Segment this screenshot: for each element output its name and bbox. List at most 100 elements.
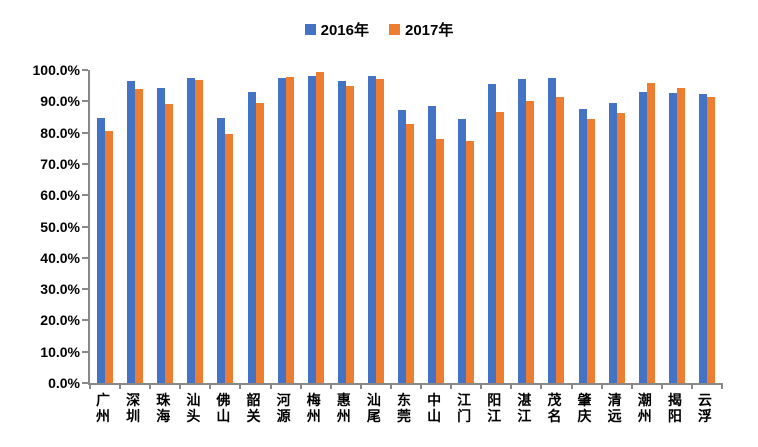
bar-group-珠海	[150, 70, 180, 383]
bar-2017年-云浮	[706, 96, 715, 383]
bar-group-汕尾	[361, 70, 391, 383]
bar-2016年-珠海	[157, 87, 166, 383]
x-axis-label-阳江: 阳江	[487, 392, 502, 424]
y-tick-label: 90.0%	[40, 93, 80, 110]
bar-2016年-揭阳	[668, 93, 677, 383]
x-axis-label-中山: 中山	[427, 392, 442, 424]
bar-group-梅州	[301, 70, 331, 383]
bar-2016年-潮州	[638, 92, 647, 383]
y-tick-mark	[82, 225, 88, 228]
x-axis-label-云浮: 云浮	[697, 392, 712, 424]
legend-label: 2016年	[320, 22, 369, 39]
bar-2016年-深圳	[127, 80, 136, 383]
bar-group-河源	[271, 70, 301, 383]
x-tick-mark	[299, 383, 302, 389]
y-tick-label: 10.0%	[40, 343, 80, 360]
bar-2016年-肇庆	[578, 109, 587, 383]
bar-2016年-江门	[458, 118, 467, 383]
x-axis-label-珠海: 珠海	[156, 392, 171, 424]
bar-2017年-东莞	[405, 124, 414, 383]
x-tick-mark	[389, 383, 392, 389]
y-tick-mark	[82, 288, 88, 291]
x-tick-mark	[540, 383, 543, 389]
bar-2017年-揭阳	[676, 88, 685, 383]
bar-2017年-汕头	[195, 80, 204, 383]
bar-group-广州	[90, 70, 120, 383]
bar-2016年-广州	[97, 117, 106, 383]
bar-2017年-河源	[285, 76, 294, 383]
bar-group-惠州	[331, 70, 361, 383]
bar-2017年-佛山	[225, 133, 234, 383]
y-tick-mark	[82, 69, 88, 71]
x-tick-mark	[329, 383, 332, 389]
bar-2016年-中山	[428, 105, 437, 383]
x-axis-label-广州: 广州	[96, 392, 111, 424]
x-tick-mark	[239, 383, 242, 389]
bar-group-揭阳	[662, 70, 692, 383]
x-tick-mark	[480, 383, 483, 389]
y-tick-label: 40.0%	[40, 249, 80, 266]
bar-group-阳江	[481, 70, 511, 383]
y-tick-mark	[82, 100, 88, 103]
bar-2017年-阳江	[496, 112, 505, 383]
y-tick-label: 60.0%	[40, 187, 80, 204]
x-axis-label-韶关: 韶关	[246, 392, 261, 424]
x-axis-label-佛山: 佛山	[216, 392, 231, 424]
bar-group-东莞	[391, 70, 421, 383]
x-tick-mark	[510, 383, 513, 389]
bar-2016年-韶关	[247, 91, 256, 383]
bar-2017年-珠海	[165, 104, 174, 383]
x-tick-mark	[149, 383, 152, 389]
x-axis-label-汕尾: 汕尾	[366, 392, 381, 424]
legend-item-2016年: 2016年	[304, 19, 369, 40]
x-axis-label-河源: 河源	[276, 392, 291, 424]
x-axis-label-潮州: 潮州	[637, 392, 652, 424]
x-tick-mark	[600, 383, 603, 389]
bar-group-清远	[602, 70, 632, 383]
legend-swatch-icon	[304, 24, 316, 35]
y-tick-mark	[82, 194, 88, 197]
x-tick-mark	[690, 383, 693, 389]
bar-2017年-潮州	[646, 83, 655, 383]
y-tick-mark	[82, 350, 88, 353]
x-tick-mark	[209, 383, 212, 389]
bar-group-深圳	[120, 70, 150, 383]
bar-group-茂名	[541, 70, 571, 383]
bar-2016年-佛山	[217, 118, 226, 383]
x-axis-labels: 广州深圳珠海汕头佛山韶关河源梅州惠州汕尾东莞中山江门阳江湛江茂名肇庆清远潮州揭阳…	[88, 392, 720, 424]
x-tick-mark	[359, 383, 362, 389]
x-tick-mark	[721, 383, 723, 389]
bar-2016年-阳江	[488, 83, 497, 383]
bar-2016年-云浮	[698, 94, 707, 383]
y-tick-mark	[82, 319, 88, 322]
bar-group-湛江	[511, 70, 541, 383]
x-tick-mark	[420, 383, 423, 389]
y-tick-mark	[82, 131, 88, 134]
bar-group-江门	[451, 70, 481, 383]
bar-2017年-中山	[436, 138, 445, 383]
bar-2016年-茂名	[548, 77, 557, 383]
bar-group-肇庆	[572, 70, 602, 383]
bar-2017年-茂名	[556, 96, 565, 383]
x-axis-label-揭阳: 揭阳	[667, 392, 682, 424]
bar-2017年-清远	[616, 112, 625, 383]
y-tick-label: 20.0%	[40, 312, 80, 329]
bar-2016年-汕尾	[367, 76, 376, 383]
y-tick-mark	[82, 382, 88, 384]
y-axis-labels: 100.0% 90.0% 80.0% 70.0% 60.0% 50.0% 40.0% 30.0…	[0, 62, 80, 391]
x-axis-label-湛江: 湛江	[517, 392, 532, 424]
bar-2017年-深圳	[135, 89, 144, 383]
x-axis-label-肇庆: 肇庆	[577, 392, 592, 424]
x-axis-label-梅州: 梅州	[306, 392, 321, 424]
y-tick-mark	[82, 162, 88, 165]
y-tick-label: 80.0%	[40, 124, 80, 141]
x-axis-label-江门: 江门	[457, 392, 472, 424]
bar-2017年-汕尾	[375, 79, 384, 383]
x-tick-mark	[119, 383, 122, 389]
x-axis-label-清远: 清远	[607, 392, 622, 424]
bar-2016年-梅州	[307, 76, 316, 383]
legend-label: 2017年	[405, 22, 454, 39]
bar-2017年-广州	[105, 131, 114, 383]
bar-group-潮州	[632, 70, 662, 383]
x-axis-label-汕头: 汕头	[186, 392, 201, 424]
